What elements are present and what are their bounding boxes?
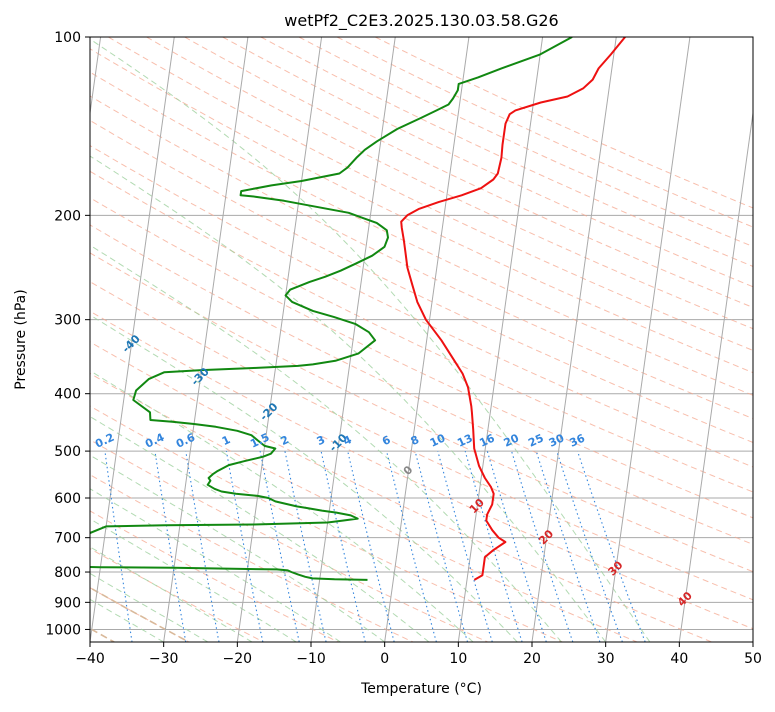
y-tick-label: 300: [54, 313, 81, 329]
chart-title: wetPf2_C2E3.2025.130.03.58.G26: [284, 11, 558, 31]
y-tick-label: 800: [54, 565, 81, 581]
x-tick-label: −40: [75, 651, 105, 667]
x-tick-label: 10: [449, 651, 467, 667]
x-tick-label: −10: [296, 651, 326, 667]
y-tick-label: 200: [54, 208, 81, 224]
x-tick-label: 40: [670, 651, 688, 667]
y-tick-label: 100: [54, 30, 81, 46]
y-tick-label: 700: [54, 531, 81, 547]
y-tick-label: 600: [54, 491, 81, 507]
x-tick-label: 20: [523, 651, 541, 667]
x-tick-label: −30: [149, 651, 179, 667]
y-axis-label: Pressure (hPa): [13, 289, 29, 389]
y-tick-label: 400: [54, 387, 81, 403]
y-tick-label: 1000: [45, 622, 81, 638]
x-tick-label: 30: [597, 651, 615, 667]
x-axis-label: Temperature (°C): [360, 681, 482, 697]
y-tick-label: 500: [54, 444, 81, 460]
y-tick-label: 900: [54, 595, 81, 611]
x-tick-label: 50: [744, 651, 762, 667]
x-tick-label: 0: [380, 651, 389, 667]
x-tick-label: −20: [223, 651, 253, 667]
